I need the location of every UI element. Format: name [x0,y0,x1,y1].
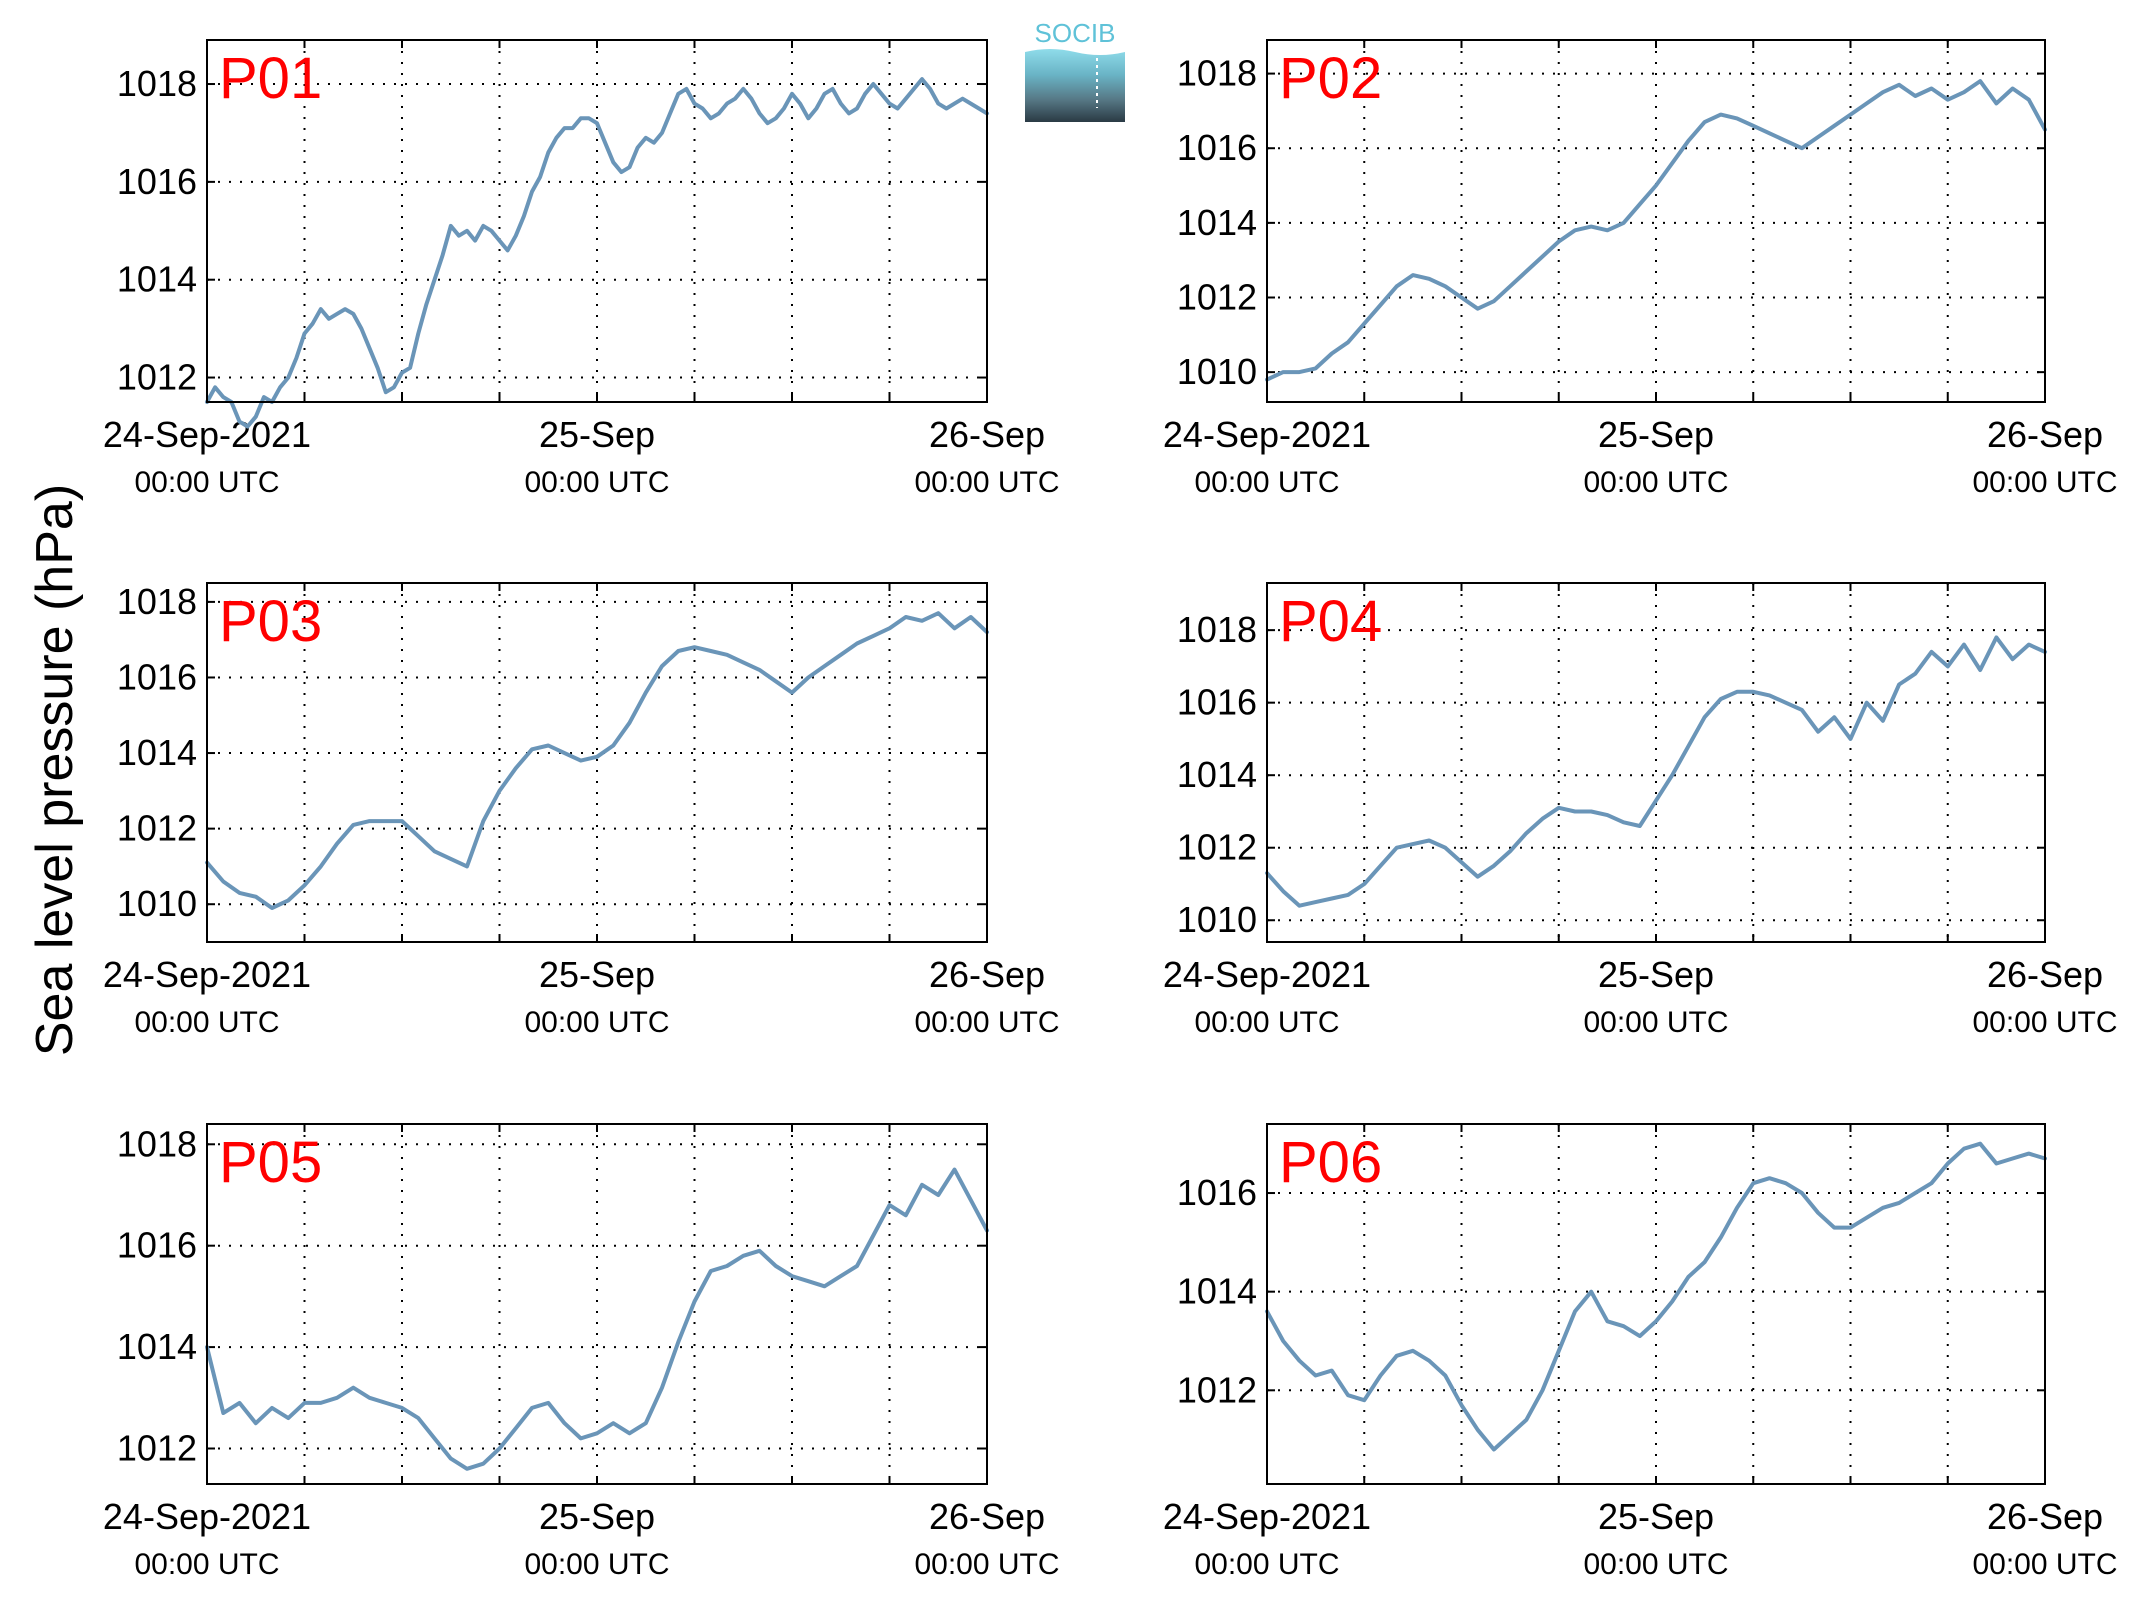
y-tick-label: 1016 [1177,682,1257,723]
panel-p01: 1012 1014 1016 1018 24-Sep-2021 00:00 UTC 25-S… [103,39,1060,499]
series-line-p01 [205,77,989,429]
x-tick-label-date: 25-Sep [1598,414,1714,455]
y-tick-label: 1018 [117,63,197,104]
x-tick-label-date: 25-Sep [539,414,655,455]
x-tick-label-date: 26-Sep [929,414,1045,455]
axes-frame [206,582,988,943]
x-tick-label-date: 24-Sep-2021 [103,954,311,995]
panel-label: P01 [219,46,322,111]
x-tick-label-date: 26-Sep [1987,954,2103,995]
y-tick-label: 1018 [117,581,197,622]
x-tick-label-time: 00:00 UTC [1972,1006,2117,1039]
y-tick-label: 1014 [117,1326,197,1367]
x-tick-label-date: 24-Sep-2021 [103,1496,311,1537]
x-tick-label-time: 00:00 UTC [914,1548,1059,1581]
x-tick-label-time: 00:00 UTC [1583,1006,1728,1039]
y-tick-label: 1016 [117,656,197,697]
y-tick-label: 1010 [1177,899,1257,940]
y-tick-label: 1014 [117,732,197,773]
axes-frame [1266,39,2046,403]
x-tick-label-time: 00:00 UTC [1583,466,1728,499]
x-tick-label-date: 24-Sep-2021 [1163,954,1371,995]
x-tick-label-time: 00:00 UTC [134,1006,279,1039]
x-tick-label-date: 24-Sep-2021 [103,414,311,455]
y-tick-label: 1016 [117,161,197,202]
x-tick-label-date: 24-Sep-2021 [1163,414,1371,455]
axes-frame [1266,1123,2046,1485]
x-tick-label-time: 00:00 UTC [1194,1548,1339,1581]
y-tick-label: 1016 [1177,127,1257,168]
y-tick-label: 1012 [117,808,197,849]
y-tick-label: 1016 [1177,1172,1257,1213]
x-tick-label-time: 00:00 UTC [1194,466,1339,499]
panel-label: P04 [1279,589,1382,654]
y-tick-label: 1018 [117,1123,197,1164]
x-tick-label-date: 25-Sep [1598,954,1714,995]
x-tick-label-time: 00:00 UTC [914,1006,1059,1039]
y-tick-label: 1018 [1177,53,1257,94]
x-tick-label-time: 00:00 UTC [524,466,669,499]
y-tick-label: 1010 [1177,351,1257,392]
series-line-p02 [1265,79,2047,382]
logo-wave [1025,49,1125,122]
x-tick-label-date: 25-Sep [1598,1496,1714,1537]
x-tick-label-time: 00:00 UTC [1583,1548,1728,1581]
x-tick-label-time: 00:00 UTC [1972,466,2117,499]
series-line-p03 [205,611,989,910]
x-tick-label-date: 25-Sep [539,954,655,995]
panel-p03: 1010 1012 1014 1016 1018 24-Sep-2021 00:00 UTC… [103,581,1060,1039]
panel-label: P05 [219,1130,322,1195]
x-tick-label-time: 00:00 UTC [1194,1006,1339,1039]
x-tick-label-time: 00:00 UTC [914,466,1059,499]
y-tick-label: 1010 [117,883,197,924]
y-tick-label: 1014 [1177,202,1257,243]
axes-frame [1266,582,2046,943]
axes-frame [206,39,988,403]
panel-label: P03 [219,589,322,654]
y-tick-label: 1014 [1177,754,1257,795]
y-tick-label: 1014 [1177,1271,1257,1312]
x-tick-label-time: 00:00 UTC [134,466,279,499]
x-tick-label-time: 00:00 UTC [1972,1548,2117,1581]
panel-p05: 1012 1014 1016 1018 24-Sep-2021 00:00 UTC 25-S… [103,1123,1060,1581]
y-tick-label: 1016 [117,1225,197,1266]
series-line-p05 [205,1167,989,1471]
series-line-p06 [1265,1141,2047,1452]
x-tick-label-date: 26-Sep [1987,414,2103,455]
y-tick-label: 1018 [1177,609,1257,650]
x-tick-label-time: 00:00 UTC [524,1548,669,1581]
panel-p06: 1012 1014 1016 24-Sep-2021 00:00 UTC 25-Sep 00… [1163,1123,2118,1581]
y-tick-label: 1012 [117,1428,197,1469]
socib-logo: SOCIB [1025,18,1125,122]
panel-p04: 1010 1012 1014 1016 1018 24-Sep-2021 00:00 UTC… [1163,582,2118,1039]
panel-p02: 1010 1012 1014 1016 1018 24-Sep-2021 00:00 UTC… [1163,39,2118,499]
y-tick-label: 1012 [1177,277,1257,318]
panel-label: P06 [1279,1130,1382,1195]
y-tick-label: 1012 [1177,1369,1257,1410]
x-tick-label-date: 26-Sep [929,1496,1045,1537]
x-tick-label-time: 00:00 UTC [134,1548,279,1581]
x-tick-label-date: 24-Sep-2021 [1163,1496,1371,1537]
logo-wordmark: SOCIB [1035,18,1116,48]
panel-label: P02 [1279,46,1382,111]
y-tick-label: 1014 [117,259,197,300]
y-tick-label: 1012 [117,357,197,398]
y-tick-label: 1012 [1177,827,1257,868]
series-line-p04 [1265,635,2047,908]
x-tick-label-date: 26-Sep [929,954,1045,995]
x-tick-label-date: 25-Sep [539,1496,655,1537]
axes-frame [206,1123,988,1485]
x-tick-label-time: 00:00 UTC [524,1006,669,1039]
x-tick-label-date: 26-Sep [1987,1496,2103,1537]
